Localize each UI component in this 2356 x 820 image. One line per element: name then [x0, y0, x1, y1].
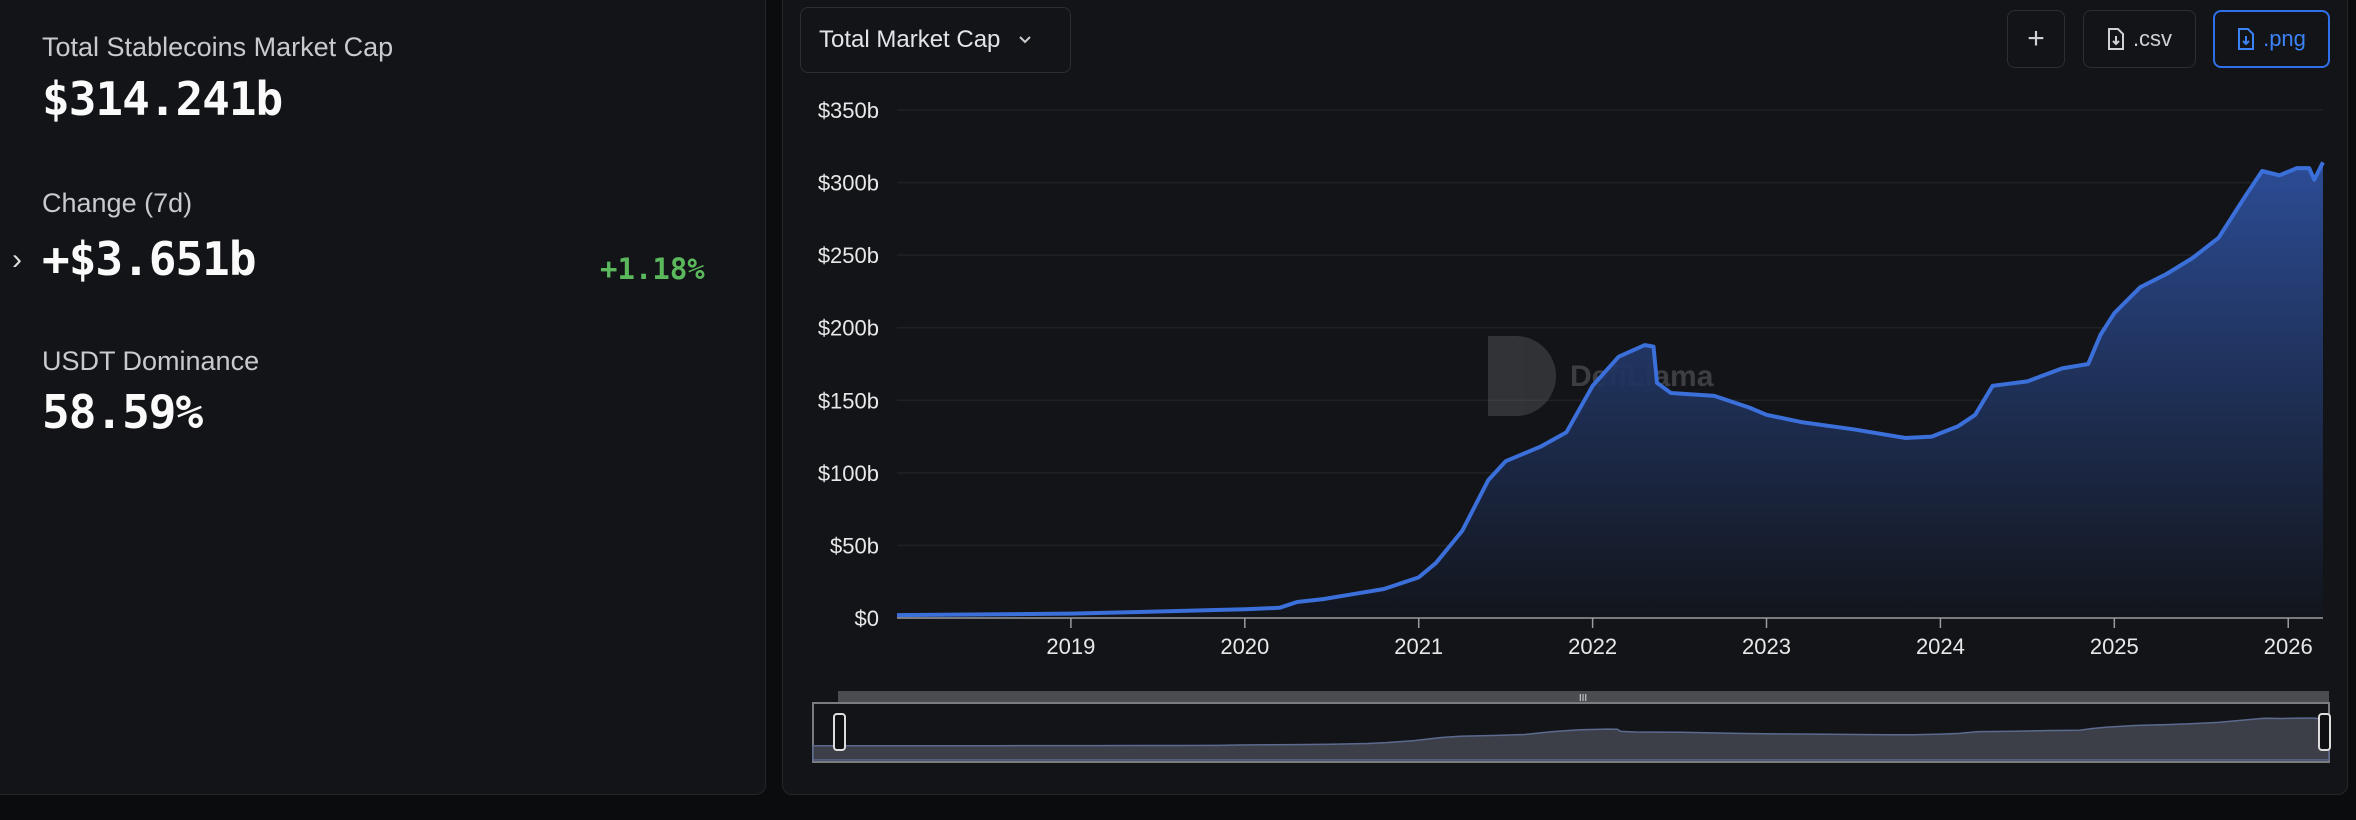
- navigator-right-handle[interactable]: [2318, 713, 2331, 751]
- y-tick-label: $100b: [818, 461, 879, 486]
- market-cap-line: [896, 161, 2325, 618]
- total-market-cap-label: Total Stablecoins Market Cap: [42, 32, 394, 62]
- x-tick-label: 2024: [1916, 634, 1965, 659]
- x-tick-label: 2025: [2090, 634, 2139, 659]
- csv-label: .csv: [2132, 26, 2173, 51]
- y-tick-label: $50b: [830, 533, 879, 558]
- x-tick-label: 2021: [1394, 634, 1443, 659]
- metric-dropdown[interactable]: Total Market Cap: [800, 7, 1071, 73]
- x-tick-label: 2020: [1220, 634, 1269, 659]
- navigator-area: [812, 716, 2330, 761]
- download-png-button[interactable]: .png: [2213, 10, 2330, 68]
- chevron-down-icon: [1019, 36, 1032, 44]
- total-market-cap-value: $314.241b: [42, 72, 283, 126]
- change-7d-percent: +1.18%: [600, 252, 705, 286]
- file-download-icon: [2107, 28, 2124, 50]
- x-tick-label: 2023: [1742, 634, 1791, 659]
- usdt-dominance-value: 58.59%: [42, 385, 203, 439]
- change-7d-value: +$3.651b: [42, 232, 257, 286]
- chevron-right-icon[interactable]: ›: [12, 243, 22, 276]
- add-button[interactable]: +: [2007, 10, 2065, 68]
- x-tick-label: 2019: [1046, 634, 1095, 659]
- y-tick-label: $250b: [818, 243, 879, 268]
- download-csv-button[interactable]: .csv: [2083, 10, 2196, 68]
- y-tick-label: $350b: [818, 98, 879, 123]
- y-tick-label: $200b: [818, 316, 879, 341]
- y-tick-label: $0: [855, 606, 879, 631]
- file-download-icon: [2238, 28, 2255, 50]
- y-tick-label: $300b: [818, 171, 879, 196]
- grip-icon[interactable]: III: [1579, 693, 1587, 704]
- navigator-left-handle[interactable]: [833, 713, 846, 751]
- x-tick-label: 2026: [2264, 634, 2313, 659]
- change-7d-label: Change (7d): [42, 188, 193, 218]
- summary-panel: [0, 0, 766, 795]
- navigator-scrollbar[interactable]: [838, 691, 2329, 703]
- png-label: .png: [2263, 26, 2306, 51]
- metric-dropdown-value: Total Market Cap: [819, 26, 1001, 53]
- plus-icon: +: [2027, 22, 2045, 55]
- market-cap-area: [897, 162, 2323, 619]
- x-tick-label: 2022: [1568, 634, 1617, 659]
- y-tick-label: $150b: [818, 388, 879, 413]
- usdt-dominance-label: USDT Dominance: [42, 346, 260, 376]
